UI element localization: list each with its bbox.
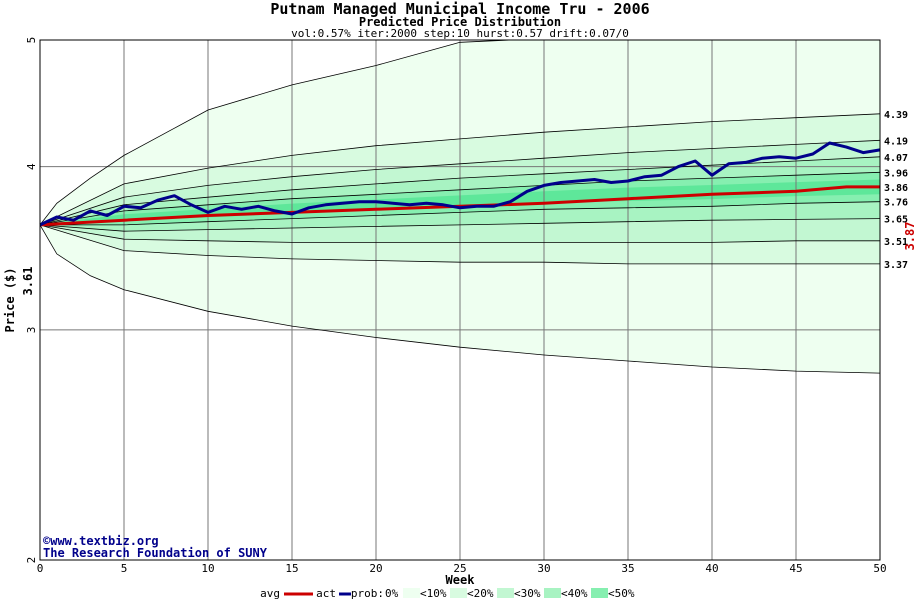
chart-title: Putnam Managed Municipal Income Tru - 20… bbox=[270, 0, 649, 18]
legend-p0-label: 0% bbox=[385, 587, 399, 600]
x-tick-label: 35 bbox=[621, 562, 634, 575]
y-tick-label: 5 bbox=[25, 37, 38, 44]
legend: avg act prob: 0% <10% <20% <30% <40% <50… bbox=[260, 587, 635, 600]
series-act-line bbox=[39, 141, 881, 227]
x-tick-label: 20 bbox=[369, 562, 382, 575]
x-axis-label: Week bbox=[446, 573, 476, 587]
legend-p10-label: <10% bbox=[420, 587, 447, 600]
x-tick-label: 30 bbox=[537, 562, 550, 575]
right-percentile-label: 3.96 bbox=[884, 168, 908, 179]
y-tick-label: 4 bbox=[25, 163, 38, 170]
legend-p10-swatch bbox=[450, 588, 467, 598]
y-tick-label: 3 bbox=[25, 327, 38, 334]
right-percentile-labels: 4.39 4.19 4.07 3.96 3.86 3.76 3.65 3.51 3.37 bbox=[884, 110, 908, 271]
x-tick-label: 0 bbox=[37, 562, 44, 575]
legend-p30-label: <30% bbox=[514, 587, 541, 600]
y-tick-labels: 2 3 4 5 bbox=[25, 37, 38, 564]
copyright-site: ©www.textbiz.org bbox=[43, 534, 159, 548]
right-percentile-label: 3.51 bbox=[884, 237, 908, 248]
band-lower-line-p30 bbox=[39, 218, 881, 232]
right-percentile-label: 3.65 bbox=[884, 215, 908, 226]
legend-p50-label: <50% bbox=[608, 587, 635, 600]
legend-p40-label: <40% bbox=[561, 587, 588, 600]
right-percentile-label: 3.37 bbox=[884, 260, 908, 271]
copyright-org: The Research Foundation of SUNY bbox=[43, 546, 268, 560]
band-lower-line-p20 bbox=[39, 224, 880, 243]
right-percentile-label: 3.86 bbox=[884, 183, 908, 194]
x-tick-label: 5 bbox=[121, 562, 128, 575]
right-percentile-label: 4.19 bbox=[884, 136, 908, 147]
right-percentile-label: 4.07 bbox=[884, 153, 908, 164]
band-upper-line-outer bbox=[39, 39, 511, 226]
band-upper-line-p20 bbox=[39, 139, 881, 226]
right-percentile-label: 3.76 bbox=[884, 198, 908, 209]
x-tick-label: 45 bbox=[789, 562, 802, 575]
x-tick-label: 15 bbox=[285, 562, 298, 575]
start-price-label: 3.61 bbox=[21, 267, 35, 296]
band-upper-line-p40 bbox=[39, 171, 881, 226]
y-tick-label: 2 bbox=[25, 557, 38, 564]
chart-subtitle: Predicted Price Distribution bbox=[359, 15, 561, 29]
band-boundary-lines bbox=[39, 39, 881, 374]
chart-params: vol:0.57% iter:2000 step:10 hurst:0.57 d… bbox=[291, 27, 629, 40]
x-tick-label: 40 bbox=[705, 562, 718, 575]
end-price-label: 3.87 bbox=[903, 222, 917, 251]
x-tick-label: 50 bbox=[873, 562, 886, 575]
legend-act-label: act bbox=[316, 587, 336, 600]
legend-prob-label: prob: bbox=[351, 587, 384, 600]
legend-avg-label: avg bbox=[260, 587, 280, 600]
band-lower-line-outer bbox=[39, 224, 881, 374]
legend-p20-swatch bbox=[497, 588, 514, 598]
x-tick-label: 25 bbox=[453, 562, 466, 575]
legend-p20-label: <20% bbox=[467, 587, 494, 600]
legend-p0-swatch bbox=[403, 588, 420, 598]
right-percentile-label: 4.39 bbox=[884, 110, 908, 121]
legend-p40-swatch bbox=[591, 588, 608, 598]
legend-p30-swatch bbox=[544, 588, 561, 598]
y-axis-label: Price ($) bbox=[3, 267, 17, 332]
band-upper-line-p10 bbox=[39, 113, 881, 226]
x-tick-label: 10 bbox=[201, 562, 214, 575]
x-tick-labels: 0 5 10 15 20 25 30 35 40 45 50 bbox=[37, 562, 887, 575]
band-lower-line-p40 bbox=[40, 201, 881, 226]
series-lines bbox=[39, 141, 881, 227]
band-lower-line-p10 bbox=[39, 224, 880, 265]
plot-frame bbox=[39, 39, 881, 561]
